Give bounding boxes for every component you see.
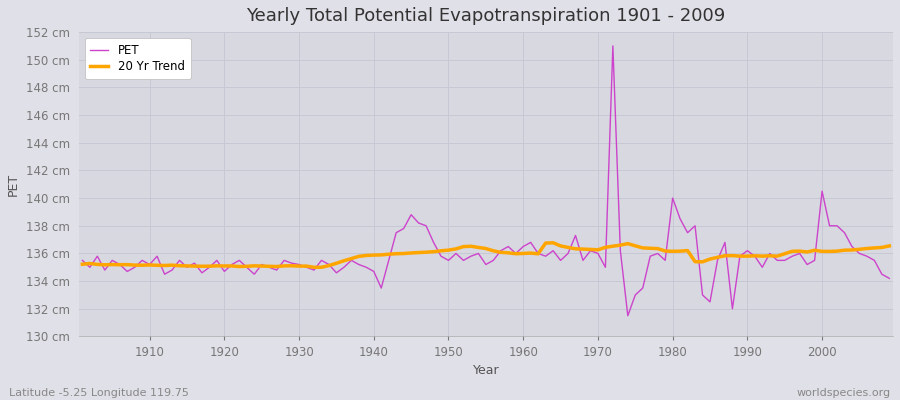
PET (623, 313, 634, 318)
PET (510, 251, 521, 256)
20 Yr Trend (518, 251, 528, 256)
20 Yr Trend (302, 264, 312, 268)
Legend: PET, 20 Yr Trend: PET, 20 Yr Trend (85, 38, 191, 79)
PET (77, 258, 88, 263)
20 Yr Trend (309, 265, 320, 270)
20 Yr Trend (526, 251, 536, 256)
PET (615, 248, 626, 253)
20 Yr Trend (77, 262, 88, 267)
PET (137, 258, 148, 263)
Y-axis label: PET: PET (7, 173, 20, 196)
PET (518, 244, 528, 249)
20 Yr Trend (623, 241, 634, 246)
Line: 20 Yr Trend: 20 Yr Trend (83, 243, 889, 267)
Line: PET: PET (83, 46, 889, 316)
PET (884, 276, 895, 281)
Text: Latitude -5.25 Longitude 119.75: Latitude -5.25 Longitude 119.75 (9, 388, 189, 398)
20 Yr Trend (548, 240, 559, 245)
PET (302, 265, 312, 270)
20 Yr Trend (137, 263, 148, 268)
PET (608, 44, 618, 48)
20 Yr Trend (354, 254, 364, 259)
Title: Yearly Total Potential Evapotranspiration 1901 - 2009: Yearly Total Potential Evapotranspiratio… (247, 7, 725, 25)
PET (346, 258, 356, 263)
X-axis label: Year: Year (472, 364, 500, 377)
20 Yr Trend (884, 244, 895, 248)
Text: worldspecies.org: worldspecies.org (796, 388, 891, 398)
